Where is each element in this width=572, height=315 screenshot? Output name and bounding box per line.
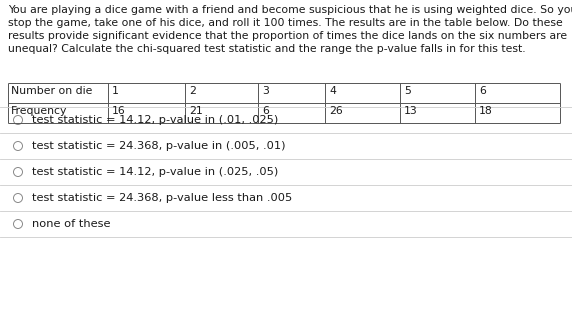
Text: Number on die: Number on die	[11, 86, 92, 96]
Text: 6: 6	[479, 86, 486, 96]
Text: results provide significant evidence that the proportion of times the dice lands: results provide significant evidence tha…	[8, 31, 567, 41]
Text: 2: 2	[189, 86, 196, 96]
Text: test statistic = 14.12, p-value in (.025, .05): test statistic = 14.12, p-value in (.025…	[32, 167, 278, 177]
Text: 18: 18	[479, 106, 492, 116]
Text: stop the game, take one of his dice, and roll it 100 times. The results are in t: stop the game, take one of his dice, and…	[8, 18, 563, 28]
Text: Frequency: Frequency	[11, 106, 67, 116]
Text: 5: 5	[404, 86, 411, 96]
Text: 13: 13	[404, 106, 418, 116]
Text: test statistic = 24.368, p-value in (.005, .01): test statistic = 24.368, p-value in (.00…	[32, 141, 285, 151]
Text: unequal? Calculate the chi-squared test statistic and the range the p-value fall: unequal? Calculate the chi-squared test …	[8, 44, 526, 54]
Text: 1: 1	[112, 86, 119, 96]
Text: 3: 3	[262, 86, 269, 96]
Text: 21: 21	[189, 106, 202, 116]
Text: none of these: none of these	[32, 219, 110, 229]
Text: test statistic = 24.368, p-value less than .005: test statistic = 24.368, p-value less th…	[32, 193, 292, 203]
Text: 26: 26	[329, 106, 343, 116]
Text: test statistic = 14.12, p-value in (.01, .025): test statistic = 14.12, p-value in (.01,…	[32, 115, 278, 125]
Text: 16: 16	[112, 106, 126, 116]
Text: 6: 6	[262, 106, 269, 116]
Text: You are playing a dice game with a friend and become suspicious that he is using: You are playing a dice game with a frien…	[8, 5, 572, 15]
Text: 4: 4	[329, 86, 336, 96]
